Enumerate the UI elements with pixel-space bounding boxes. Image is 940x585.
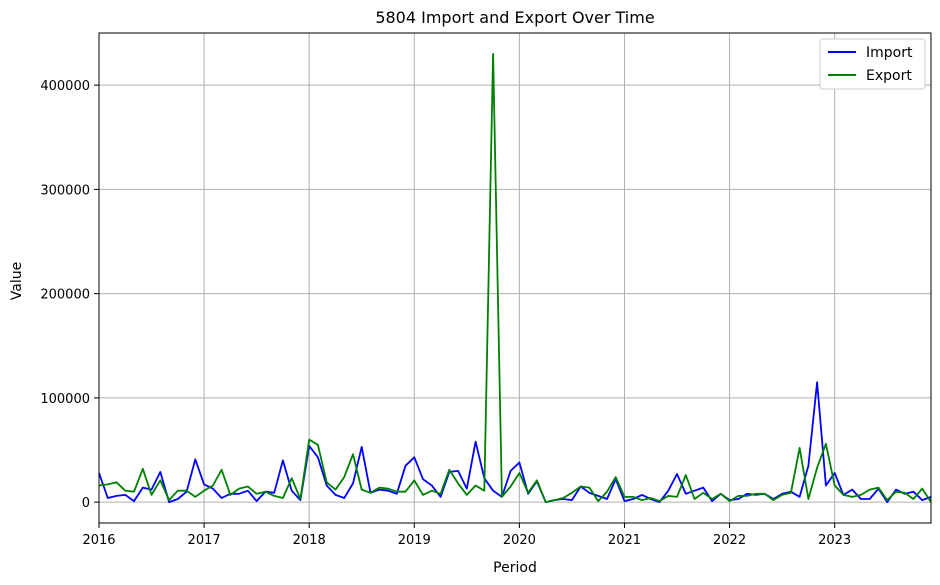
y-axis-label: Value [9, 262, 25, 300]
grid [98, 33, 931, 523]
x-tick-label: 2016 [82, 533, 115, 548]
series-line-export [98, 53, 932, 504]
legend-label-import: Import [866, 45, 913, 61]
x-tick-label: 2021 [608, 533, 641, 548]
x-tick-label: 2023 [818, 533, 851, 548]
x-tick-label: 2022 [713, 533, 746, 548]
y-tick-label: 300000 [40, 183, 90, 198]
legend-label-export: Export [866, 68, 912, 84]
series-lines [98, 53, 932, 504]
y-tick-label: 200000 [40, 288, 90, 303]
x-tick-label: 2019 [398, 533, 431, 548]
legend: Import Export [819, 38, 926, 90]
x-axis-label: Period [493, 560, 537, 576]
y-tick-label: 0 [82, 496, 90, 511]
plot-frame [98, 32, 932, 524]
chart-title: 5804 Import and Export Over Time [375, 8, 654, 27]
y-tick-label: 100000 [40, 392, 90, 407]
ticks: 2016 2017 2018 2019 2020 2021 2022 2023 0 100000 2… [40, 79, 851, 548]
x-tick-label: 2020 [503, 533, 536, 548]
x-tick-label: 2018 [293, 533, 326, 548]
x-tick-label: 2017 [188, 533, 221, 548]
y-tick-label: 400000 [40, 79, 90, 94]
series-line-import [98, 381, 932, 504]
